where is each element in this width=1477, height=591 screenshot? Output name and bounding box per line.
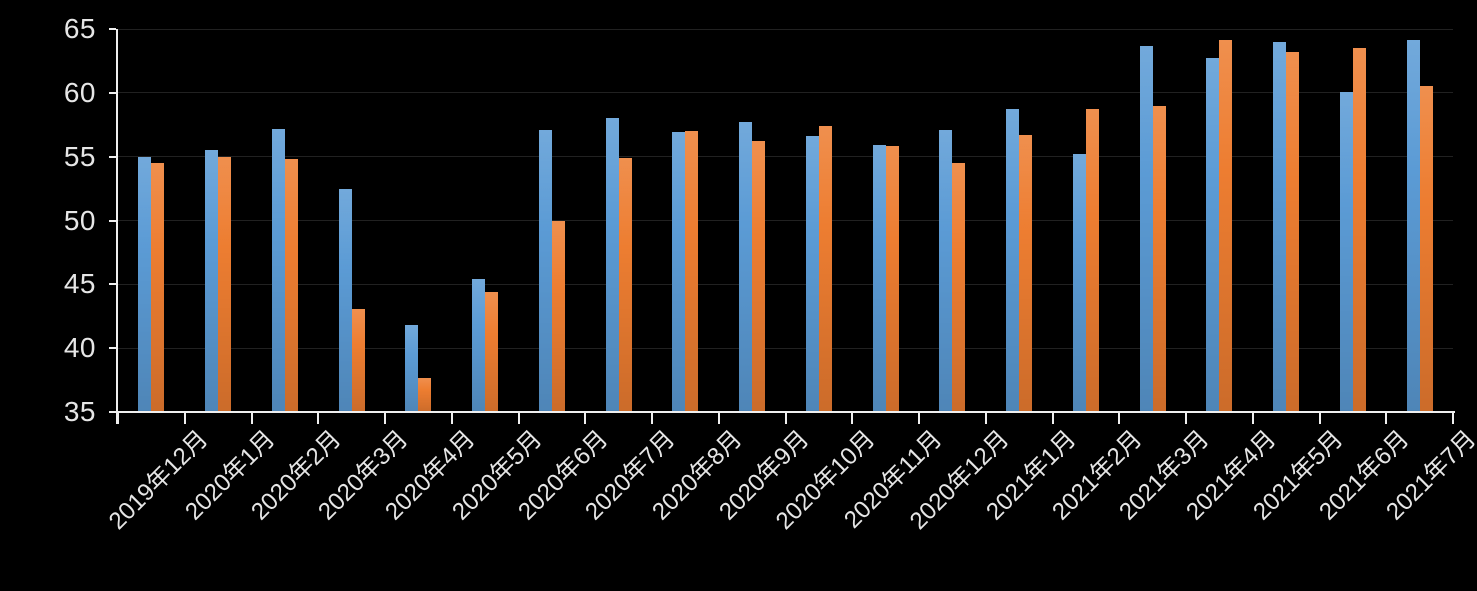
- x-axis-tick-17: [1251, 412, 1254, 424]
- x-axis-tick-20: [1452, 412, 1454, 424]
- x-axis-tick-1: [183, 412, 186, 424]
- bar-orange-series-2021年5月: [1286, 51, 1300, 412]
- bar-orange-series-2020年10月: [818, 126, 832, 412]
- bar-orange-series-2020年7月: [618, 157, 632, 412]
- gridline-60: [118, 92, 1453, 94]
- x-axis-tick-0: [117, 412, 119, 424]
- bar-blue-series-2020年5月: [472, 279, 486, 412]
- bar-orange-series-2019年12月: [151, 163, 165, 412]
- x-axis-tick-5: [450, 412, 453, 424]
- bar-orange-series-2021年6月: [1352, 48, 1366, 412]
- bar-orange-series-2021年7月: [1419, 86, 1433, 412]
- x-axis-tick-10: [784, 412, 787, 424]
- x-axis-tick-16: [1185, 412, 1187, 424]
- x-axis-line: [112, 411, 1455, 413]
- x-axis-tick-9: [717, 412, 720, 424]
- y-axis-label-40: 40: [63, 332, 96, 364]
- bar-blue-series-2020年4月: [405, 325, 419, 412]
- y-axis-label-50: 50: [63, 204, 96, 236]
- x-axis-tick-4: [384, 412, 386, 424]
- bar-orange-series-2020年1月: [218, 156, 232, 412]
- bar-orange-series-2020年8月: [685, 131, 699, 412]
- bar-blue-series-2021年5月: [1273, 41, 1287, 412]
- x-axis-tick-14: [1051, 412, 1054, 424]
- gridline-55: [118, 156, 1453, 158]
- bar-blue-series-2020年2月: [271, 128, 285, 412]
- bar-orange-series-2021年4月: [1219, 40, 1233, 412]
- y-axis-label-35: 35: [63, 396, 96, 427]
- y-axis-tick-45: [109, 283, 116, 286]
- bar-blue-series-2021年7月: [1406, 40, 1420, 412]
- bar-blue-series-2021年3月: [1139, 45, 1153, 412]
- bar-blue-series-2020年7月: [605, 118, 619, 412]
- bar-blue-series-2020年8月: [672, 132, 686, 412]
- bar-blue-series-2020年10月: [805, 136, 819, 412]
- bar-orange-series-2020年12月: [952, 163, 966, 412]
- bar-orange-series-2021年3月: [1152, 105, 1166, 412]
- x-axis-tick-15: [1118, 412, 1121, 424]
- gridline-45: [118, 283, 1453, 285]
- bar-blue-series-2020年1月: [205, 150, 219, 412]
- bar-blue-series-2021年2月: [1072, 154, 1086, 412]
- x-axis-tick-3: [317, 412, 320, 424]
- y-axis-label-60: 60: [63, 76, 96, 108]
- y-axis-tick-50: [109, 219, 116, 222]
- gridline-40: [118, 347, 1453, 349]
- x-axis-tick-12: [918, 412, 920, 424]
- bar-orange-series-2020年2月: [284, 159, 298, 412]
- y-axis-line: [116, 29, 118, 424]
- x-axis-tick-18: [1318, 412, 1321, 424]
- bar-blue-series-2021年6月: [1339, 91, 1353, 412]
- x-axis-tick-6: [517, 412, 520, 424]
- bar-orange-series-2020年11月: [885, 146, 899, 412]
- x-axis-tick-2: [250, 412, 253, 424]
- bar-blue-series-2020年9月: [739, 122, 753, 412]
- y-axis-tick-65: [109, 28, 116, 30]
- bar-blue-series-2019年12月: [138, 156, 152, 412]
- bar-blue-series-2020年12月: [939, 129, 953, 412]
- bar-orange-series-2020年5月: [485, 291, 499, 412]
- y-axis-label-45: 45: [63, 268, 96, 300]
- y-axis-tick-55: [109, 155, 116, 158]
- y-axis-tick-35: [109, 411, 116, 413]
- x-axis-tick-7: [584, 412, 587, 424]
- bar-orange-series-2021年2月: [1085, 109, 1099, 412]
- bar-blue-series-2021年4月: [1206, 58, 1220, 412]
- x-axis-tick-19: [1385, 412, 1388, 424]
- gridline-50: [118, 220, 1453, 221]
- y-axis-label-55: 55: [63, 140, 96, 172]
- bar-blue-series-2020年6月: [538, 129, 552, 412]
- bar-orange-series-2020年6月: [551, 220, 565, 412]
- bar-blue-series-2020年11月: [872, 145, 886, 412]
- x-axis-tick-11: [851, 412, 854, 424]
- x-axis-tick-8: [651, 412, 653, 424]
- y-axis-label-65: 65: [63, 13, 96, 44]
- bar-orange-series-2021年1月: [1019, 134, 1033, 412]
- bar-blue-series-2020年3月: [338, 188, 352, 412]
- bar-orange-series-2020年4月: [418, 377, 432, 412]
- y-axis-tick-40: [109, 347, 116, 350]
- bar-blue-series-2021年1月: [1006, 109, 1020, 412]
- x-axis-tick-13: [984, 412, 987, 424]
- y-axis-tick-60: [109, 91, 116, 94]
- gridline-65: [118, 28, 1453, 30]
- bar-orange-series-2020年3月: [351, 308, 365, 412]
- bar-orange-series-2020年9月: [752, 141, 766, 412]
